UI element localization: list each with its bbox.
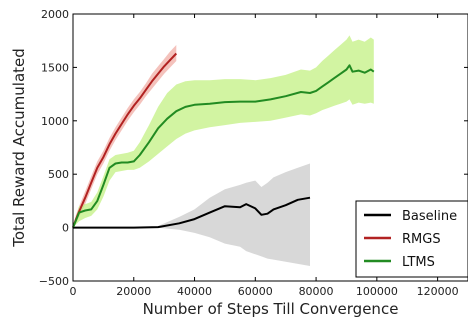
x-axis-ticks: 0 20000 40000 60000 80000 100000 120000 [70, 14, 459, 298]
legend: Baseline RMGS LTMS [355, 200, 468, 278]
x-axis-label: Number of Steps Till Convergence [143, 300, 399, 318]
x-tick-label: 80000 [299, 285, 334, 298]
confidence-bands [73, 35, 374, 266]
line-rmgs [72, 52, 178, 228]
band-ltms [73, 35, 374, 228]
legend-label-ltms: LTMS [402, 255, 435, 270]
y-tick-label: 500 [48, 168, 69, 181]
y-tick-label: 1500 [41, 61, 69, 74]
y-tick-label: −500 [39, 275, 69, 288]
legend-label-rmgs: RMGS [402, 232, 441, 247]
x-tick-label: 100000 [356, 285, 398, 298]
x-tick-label: 40000 [177, 285, 212, 298]
x-tick-label: 20000 [116, 285, 151, 298]
x-tick-label: 120000 [417, 285, 459, 298]
x-tick-label: 60000 [238, 285, 273, 298]
band-baseline [73, 163, 310, 266]
y-axis-ticks: −500 0 500 1000 1500 2000 [39, 8, 468, 288]
y-tick-label: 1000 [41, 115, 69, 128]
y-tick-label: 2000 [41, 8, 69, 21]
y-tick-label: 0 [62, 222, 69, 235]
y-axis-label: Total Reward Accumulated [10, 48, 28, 248]
line-ltms [72, 64, 375, 228]
plot-frame [72, 13, 468, 282]
x-tick-label: 0 [70, 285, 77, 298]
series-lines [72, 52, 375, 229]
legend-label-baseline: Baseline [402, 209, 457, 224]
line-baseline [73, 196, 311, 229]
